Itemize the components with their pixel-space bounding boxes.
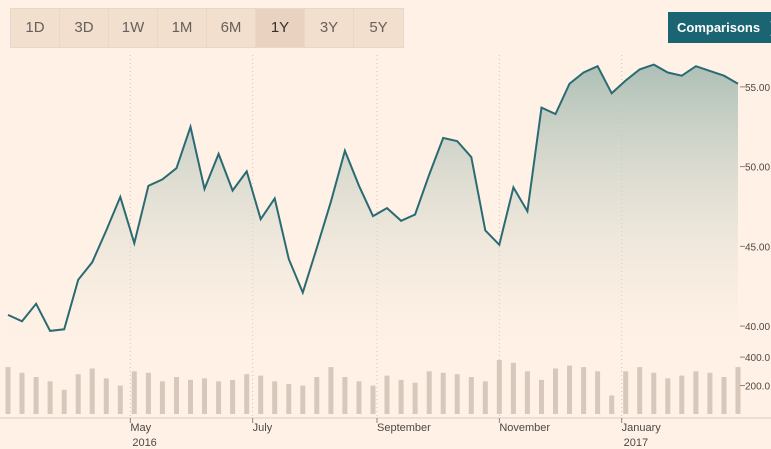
price-area: [8, 64, 738, 350]
price-line-group: [7, 63, 739, 332]
chevron-right-icon: ❯: [768, 19, 771, 35]
volume-bar: [510, 362, 516, 414]
volume-bar: [286, 384, 292, 414]
volume-bar: [637, 367, 643, 414]
volume-bar: [103, 378, 109, 414]
volume-bar: [19, 372, 25, 414]
volume-bar: [300, 385, 306, 414]
volume-bar: [159, 381, 165, 414]
x-tick-label: November: [499, 422, 550, 434]
volume-bar: [735, 367, 741, 414]
volume-bar: [524, 371, 530, 414]
x-tick-label: September: [377, 422, 431, 434]
x-axis: May 2016 July September November January 2017: [0, 417, 771, 449]
comparisons-label: Comparisons: [677, 20, 761, 35]
x-tick-label: July: [253, 422, 273, 434]
volume-bar: [230, 379, 236, 414]
volume-bar: [707, 372, 713, 414]
volume-bar: [342, 377, 348, 414]
volume-bar: [468, 377, 474, 414]
volume-bar: [623, 371, 629, 414]
volume-bar: [595, 371, 601, 414]
volume-bar: [539, 379, 544, 414]
volume-bar: [398, 379, 404, 414]
volume-tick-label: 200.0: [745, 382, 770, 393]
volume-bar: [609, 395, 615, 414]
range-button-5y[interactable]: 5Y: [369, 19, 388, 36]
range-button-3y[interactable]: 3Y: [305, 9, 354, 47]
volume-bar: [651, 372, 657, 414]
volume-bar: [412, 382, 418, 414]
volume-bar: [244, 374, 250, 414]
volume-bar: [567, 365, 572, 414]
range-button-1d[interactable]: 1D: [11, 9, 60, 47]
volume-bar: [174, 377, 179, 414]
y-tick-label: 50.00: [745, 163, 770, 174]
x-tick-label: May: [130, 422, 151, 434]
volume-bar: [216, 381, 222, 414]
volume-bar: [721, 377, 727, 414]
volume-bar: [117, 385, 123, 414]
volume-bar: [384, 375, 390, 414]
y-tick-label: 55.00: [745, 83, 770, 94]
x-tick-label: January: [622, 422, 662, 434]
range-button-6m[interactable]: 6M: [207, 9, 256, 47]
range-button-1w[interactable]: 1W: [109, 9, 158, 47]
price-area-fill: [8, 64, 738, 350]
volume-bar: [33, 377, 39, 414]
volume-bar: [188, 379, 193, 414]
volume-bar: [314, 377, 320, 414]
volume-bar: [553, 368, 558, 414]
range-button-3d[interactable]: 3D: [60, 9, 109, 47]
volume-bar: [145, 372, 151, 414]
volume-bar: [581, 367, 587, 414]
volume-bar: [75, 374, 81, 414]
x-tick-year: 2016: [132, 437, 156, 449]
volume-bar: [272, 381, 278, 414]
volume-bar: [440, 372, 446, 414]
y-tick-label: 40.00: [745, 322, 770, 333]
volume-bar: [454, 374, 460, 414]
price-line: [7, 63, 739, 332]
volume-bars: [5, 360, 741, 414]
y-tick-label: 45.00: [745, 242, 770, 253]
range-toolbar: 1D 3D 1W 1M 6M 1Y 3Y 5Y: [10, 8, 404, 48]
volume-bar: [356, 381, 362, 414]
range-button-1y[interactable]: 1Y: [256, 9, 305, 47]
volume-bar: [370, 385, 376, 414]
comparisons-button[interactable]: Comparisons ❯: [668, 12, 771, 43]
x-tick-year: 2017: [624, 437, 648, 449]
volume-bar: [258, 375, 264, 414]
volume-bar: [426, 371, 432, 414]
volume-bar: [328, 367, 334, 414]
volume-bar: [202, 378, 207, 414]
volume-bar: [5, 367, 11, 414]
volume-bar: [47, 381, 53, 414]
volume-tick-label: 400.0: [745, 353, 770, 364]
range-button-1m[interactable]: 1M: [158, 9, 207, 47]
y-axis: 40.00 45.00 50.00 55.00 200.0 400.0: [740, 83, 770, 393]
volume-bar: [693, 371, 699, 414]
volume-bar: [679, 375, 685, 414]
volume-bar: [131, 371, 137, 414]
volume-bar: [496, 360, 502, 414]
volume-bar: [665, 378, 671, 414]
volume-bar: [482, 381, 488, 414]
volume-bar: [89, 368, 95, 414]
volume-bar: [61, 389, 67, 414]
